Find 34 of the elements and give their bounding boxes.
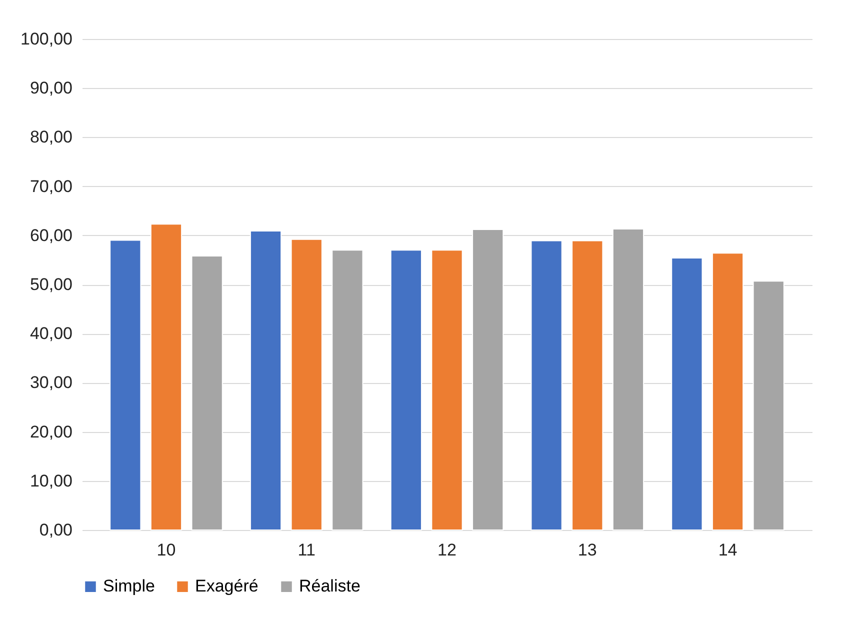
y-tick-label: 30,00 (30, 373, 72, 392)
y-tick-label: 40,00 (30, 324, 72, 344)
y-tick-label: 70,00 (30, 176, 72, 196)
legend-label: Réaliste (299, 576, 360, 596)
x-tick-label: 14 (718, 540, 738, 560)
bar (150, 224, 182, 530)
x-tick-label: 11 (298, 540, 316, 560)
y-tick-label: 100,00 (20, 30, 72, 48)
bar (712, 252, 744, 530)
y-tick-label: 0,00 (39, 520, 72, 540)
bar (290, 238, 322, 530)
y-tick-label: 80,00 (30, 128, 72, 147)
bar (612, 228, 644, 530)
y-tick-label: 10,00 (30, 471, 72, 490)
y-tick-label: 50,00 (30, 275, 72, 294)
bar (110, 240, 142, 530)
y-tick-label: 60,00 (30, 226, 72, 245)
bar (390, 250, 422, 530)
x-tick-label: 10 (156, 540, 176, 560)
bar (572, 240, 604, 530)
bar (191, 256, 223, 530)
y-tick-label: 20,00 (30, 422, 72, 442)
legend-label: Exagéré (195, 576, 258, 596)
y-tick-label: 90,00 (30, 78, 72, 98)
bar (332, 250, 364, 530)
legend-label: Simple (103, 576, 155, 596)
bar (530, 240, 562, 530)
x-tick-label: 12 (438, 540, 456, 560)
bar (250, 230, 282, 530)
bar (752, 280, 784, 530)
bar (671, 257, 703, 530)
bar (431, 250, 463, 530)
x-tick-label: 13 (578, 540, 597, 560)
bar (472, 229, 504, 530)
